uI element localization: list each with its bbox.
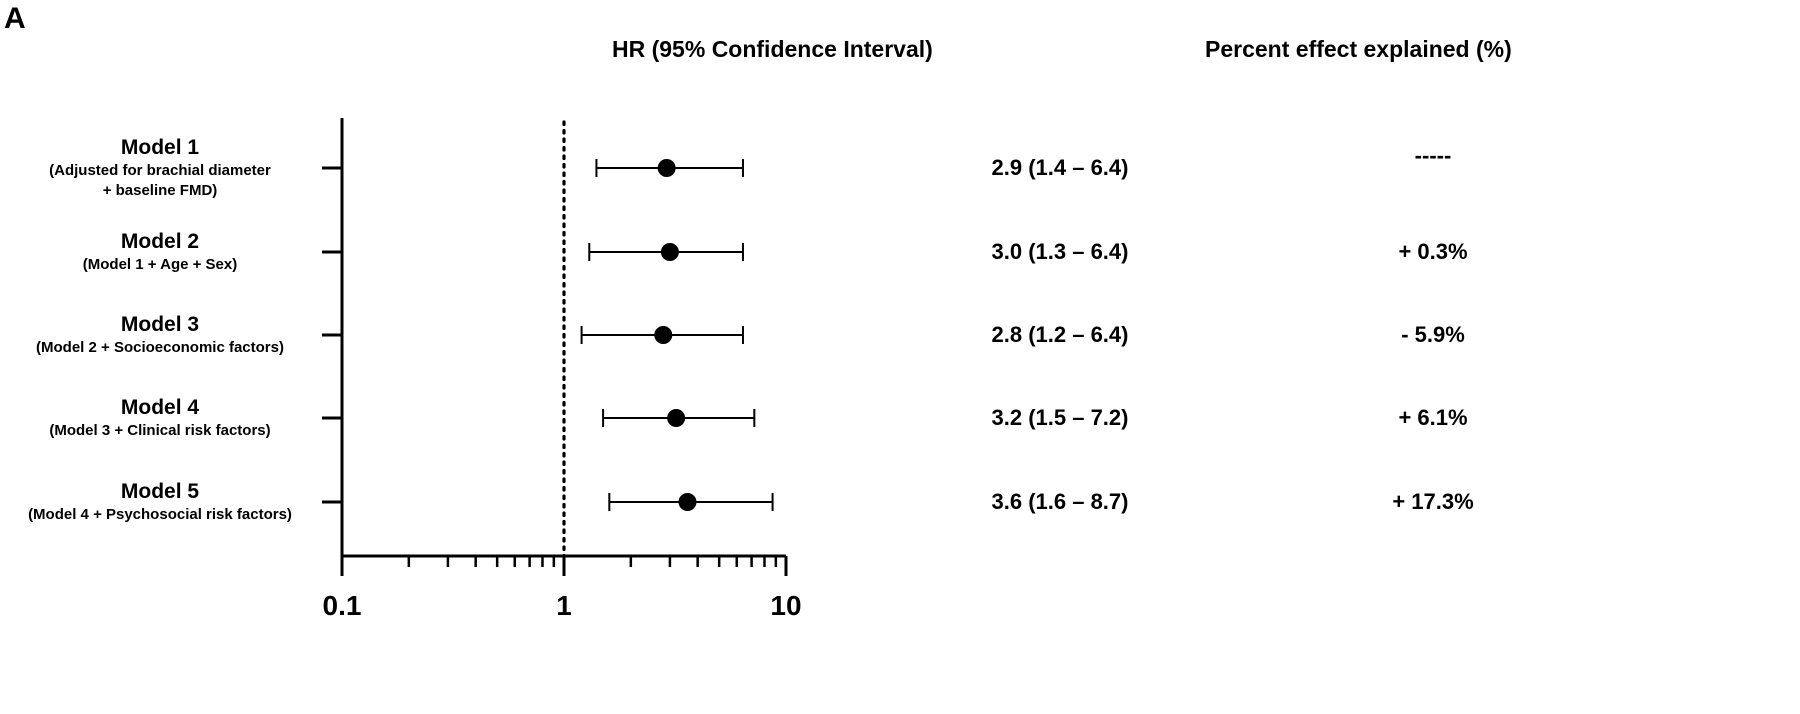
percent-effect-text: + 17.3% (1392, 489, 1474, 514)
panel-label: A (4, 2, 26, 35)
model-name: Model 4 (120, 396, 200, 419)
model-description: (Model 2 + Socioeconomic factors) (36, 339, 284, 356)
model-description: (Model 4 + Psychosocial risk factors) (28, 506, 292, 523)
percent-effect-text: + 6.1% (1398, 405, 1468, 430)
hr-ci-text: 2.9 (1.4 – 6.4) (991, 155, 1129, 180)
hr-column-header: HR (95% Confidence Interval) (612, 36, 933, 62)
model-description: + baseline FMD) (102, 182, 218, 199)
model-label: Model 1 (Adjusted for brachial diameter + … (0, 135, 330, 201)
x-tick-label: 0.1 (323, 590, 362, 621)
hr-point (660, 243, 679, 261)
hr-ci-text: 2.8 (1.2 – 6.4) (991, 322, 1129, 347)
model-description: (Model 1 + Age + Sex) (82, 256, 238, 273)
model-name: Model 1 (120, 136, 200, 159)
percent-column-header: Percent effect explained (%) (1205, 36, 1512, 62)
model-label: Model 3 (Model 2 + Socioeconomic factors) (0, 312, 330, 358)
hr-point (678, 493, 697, 511)
hr-ci-text: 3.2 (1.5 – 7.2) (991, 405, 1129, 430)
hr-point (657, 159, 676, 177)
model-name: Model 3 (120, 313, 200, 336)
hr-point (654, 326, 673, 344)
hr-ci-text: 3.6 (1.6 – 8.7) (991, 489, 1129, 514)
model-label: Model 4 (Model 3 + Clinical risk factors) (0, 395, 330, 441)
x-tick-label: 10 (770, 590, 801, 621)
model-name: Model 5 (120, 480, 200, 503)
hr-point (667, 409, 686, 427)
percent-effect-text: + 0.3% (1398, 239, 1468, 264)
model-description: (Model 3 + Clinical risk factors) (49, 422, 271, 439)
model-name: Model 2 (120, 230, 200, 253)
model-description: (Adjusted for brachial diameter (49, 162, 271, 179)
percent-effect-text: - 5.9% (1401, 322, 1465, 347)
model-label: Model 2 (Model 1 + Age + Sex) (0, 229, 330, 275)
model-label: Model 5 (Model 4 + Psychosocial risk fact… (0, 479, 330, 525)
percent-effect-text: ----- (1414, 143, 1452, 168)
x-tick-label: 1 (556, 590, 572, 621)
hr-ci-text: 3.0 (1.3 – 6.4) (991, 239, 1129, 264)
